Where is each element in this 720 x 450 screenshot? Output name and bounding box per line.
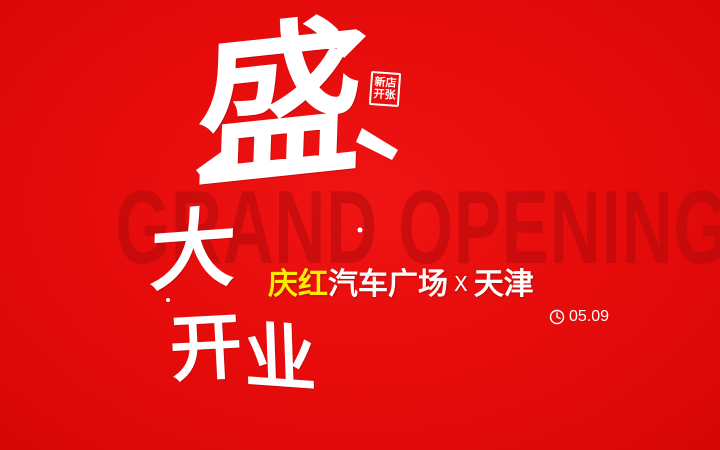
date-row: 05.09 [549,308,609,326]
headline-char-4: 业 [242,312,318,403]
clock-icon [549,309,565,325]
seal-stamp: 新店开张 [368,70,402,108]
brush-stroke-right [356,128,398,160]
subtitle-venue: 汽车广场 [328,267,448,302]
subtitle-separator: X [454,272,468,296]
headline-char-3: 开 [167,303,245,392]
subtitle: 庆红汽车广场 X 天津 [268,266,534,303]
background-text: GRAND OPENING [115,170,720,286]
headline-char-1: 盛 [192,0,368,213]
headline-char-2: 大 [148,196,238,305]
subtitle-highlight: 庆红 [268,267,328,302]
subtitle-city: 天津 [473,267,534,302]
date-text: 05.09 [569,308,610,325]
